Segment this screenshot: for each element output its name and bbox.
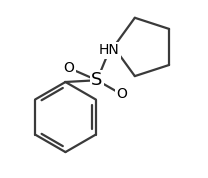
Text: O: O [63,61,74,75]
Text: O: O [116,87,127,101]
Text: HN: HN [99,43,120,57]
Text: S: S [91,71,103,89]
